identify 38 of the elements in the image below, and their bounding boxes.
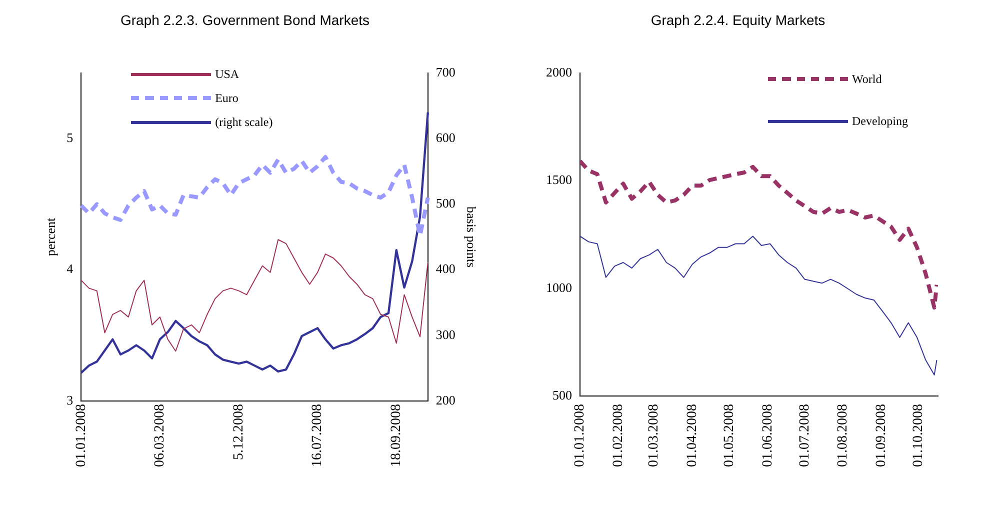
x-tick-label: 5.12.2008 [231, 404, 246, 460]
y-axis-title: percent [43, 217, 58, 256]
legend-label: Developing [852, 114, 908, 128]
y2-tick-label: 700 [436, 64, 456, 80]
legend-label: Euro [215, 90, 238, 106]
y-tick-label: 500 [552, 387, 572, 402]
y2-axis-title: basis points [464, 206, 479, 268]
x-tick-label: 01.01.2008 [74, 404, 89, 467]
y-tick-label: 5 [66, 130, 74, 146]
y-tick-label: 1000 [546, 280, 572, 295]
x-tick-label: 01.09.2008 [874, 404, 889, 467]
x-tick-label: 01.02.2008 [610, 404, 626, 467]
y-tick-label: 3 [66, 392, 74, 408]
x-tick-label: 01.03.2008 [646, 404, 662, 467]
x-tick-label: 01.10.2008 [910, 404, 926, 467]
x-tick-label: 01.08.2008 [836, 404, 851, 467]
y2-tick-label: 200 [436, 392, 456, 408]
y2-tick-label: 400 [436, 261, 456, 276]
x-tick-label: 01.06.2008 [760, 404, 776, 467]
x-tick-label: 01.05.2008 [722, 404, 738, 467]
x-tick-label: 01.07.2008 [797, 404, 812, 467]
line-series [580, 159, 938, 310]
y2-tick-label: 300 [436, 326, 456, 342]
x-tick-label: 01.04.2008 [685, 404, 700, 467]
x-tick-label: 18.09.2008 [389, 404, 404, 467]
y-tick-label: 1500 [546, 172, 572, 188]
y-tick-label: 2000 [546, 64, 572, 80]
legend-label: USA [215, 66, 240, 82]
y2-tick-label: 500 [436, 196, 456, 211]
chart-title: Graph 2.2.4. Equity Markets [650, 12, 826, 28]
x-tick-label: 01.01.2008 [572, 404, 588, 467]
legend-label: (right scale) [215, 114, 273, 130]
chart-title: Graph 2.2.3. Government Bond Markets [119, 12, 370, 28]
x-tick-label: 06.03.2008 [152, 404, 168, 467]
legend-label: World [852, 72, 882, 86]
x-tick-label: 16.07.2008 [310, 404, 326, 467]
y-tick-label: 4 [66, 261, 74, 276]
y2-tick-label: 600 [436, 130, 456, 146]
